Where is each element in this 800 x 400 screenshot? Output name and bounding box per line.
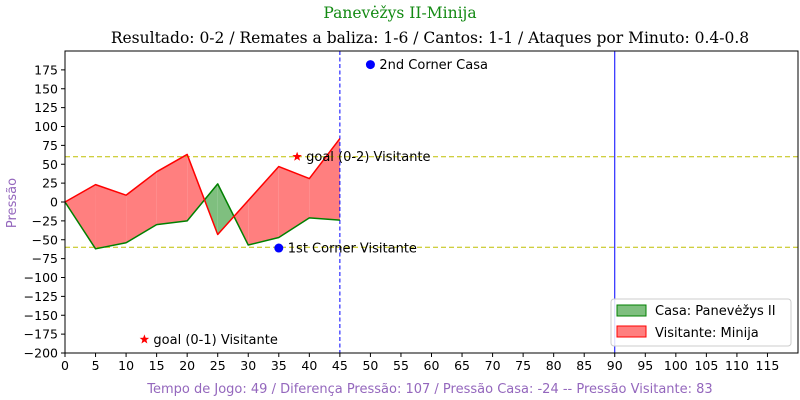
event-markers: 2nd Corner Casa 1st Corner Visitante goal … xyxy=(139,58,488,348)
chart-title: Panevėžys II-Minija xyxy=(323,4,476,22)
x-tick-label-11: 55 xyxy=(393,358,409,373)
y-tick-label-3: −125 xyxy=(24,289,58,304)
x-tick-label-9: 45 xyxy=(332,358,348,373)
event-label-1: 1st Corner Visitante xyxy=(288,242,417,257)
fill-region-0 xyxy=(65,184,96,249)
event-label-2: goal (0-2) Visitante xyxy=(306,150,430,165)
x-tick-label-10: 50 xyxy=(362,358,378,373)
x-tick-label-3: 15 xyxy=(149,358,165,373)
x-tick-label-7: 35 xyxy=(271,358,287,373)
legend: Casa: Panevėžys II Visitante: Minija xyxy=(610,298,792,347)
y-tick-label-12: 100 xyxy=(34,119,58,134)
legend-swatch-home xyxy=(616,304,647,317)
series-line-1 xyxy=(64,138,341,236)
legend-label-home: Casa: Panevėžys II xyxy=(655,304,776,319)
fill-region-7 xyxy=(278,166,310,238)
x-axis-label: Tempo de Jogo: 49 / Diferença Pressão: 1… xyxy=(146,382,712,397)
x-tick-label-20: 100 xyxy=(664,358,688,373)
x-tick-label-22: 110 xyxy=(725,358,749,373)
x-tick-label-8: 40 xyxy=(301,358,317,373)
x-tick-label-21: 105 xyxy=(694,358,718,373)
x-tick-label-19: 95 xyxy=(637,358,653,373)
y-axis-label: Pressão xyxy=(5,178,20,228)
x-tick-label-6: 30 xyxy=(240,358,256,373)
event-marker-3 xyxy=(139,334,150,344)
area-layer xyxy=(65,138,340,249)
x-tick-label-12: 60 xyxy=(424,358,440,373)
x-tick-label-17: 85 xyxy=(576,358,592,373)
x-tick-label-13: 65 xyxy=(454,358,470,373)
x-tick-label-2: 10 xyxy=(118,358,134,373)
fill-region-6 xyxy=(248,166,279,246)
y-tick-label-8: 0 xyxy=(50,195,58,210)
y-tick-label-0: −200 xyxy=(24,346,58,361)
y-tick-label-14: 150 xyxy=(34,81,58,96)
x-tick-label-23: 115 xyxy=(756,358,780,373)
fill-region-8 xyxy=(309,138,340,221)
x-tick-label-1: 5 xyxy=(92,358,100,373)
y-tick-label-10: 50 xyxy=(42,157,58,172)
fill-region-2 xyxy=(126,171,157,243)
y-tick-label-7: −25 xyxy=(32,213,58,228)
series-lines xyxy=(64,138,341,250)
series-line-0 xyxy=(64,183,340,250)
legend-label-away: Visitante: Minija xyxy=(655,326,759,341)
x-tick-label-0: 0 xyxy=(61,358,69,373)
legend-swatch-away xyxy=(616,325,647,338)
y-tick-label-11: 75 xyxy=(42,138,58,153)
event-marker-0 xyxy=(365,60,375,70)
fill-region-1 xyxy=(95,184,127,249)
y-tick-label-5: −75 xyxy=(32,251,58,266)
y-axis-ticks: −200 −175 −150 −125 −100 −75 −50 −25 0 25 50 75 100 1… xyxy=(24,62,65,361)
event-marker-1 xyxy=(274,243,284,253)
y-tick-label-6: −50 xyxy=(32,232,58,247)
event-label-0: 2nd Corner Casa xyxy=(379,58,488,73)
y-tick-label-4: −100 xyxy=(24,270,58,285)
legend-box xyxy=(610,298,792,347)
chart-subtitle: Resultado: 0-2 / Remates a baliza: 1-6 /… xyxy=(111,29,749,47)
y-tick-label-2: −150 xyxy=(24,308,58,323)
event-label-3: goal (0-1) Visitante xyxy=(153,333,277,348)
y-tick-label-13: 125 xyxy=(34,100,58,115)
x-tick-label-18: 90 xyxy=(607,358,623,373)
y-tick-label-15: 175 xyxy=(34,62,58,77)
event-marker-2 xyxy=(292,151,302,161)
x-tick-label-15: 75 xyxy=(515,358,531,373)
y-tick-label-9: 25 xyxy=(42,176,58,191)
x-axis-ticks: 0 5 10 15 20 25 30 35 40 45 50 55 60 65 70 75 80 85 90 95 10… xyxy=(61,353,779,373)
y-tick-label-1: −175 xyxy=(24,327,58,342)
fill-region-5a xyxy=(217,183,234,235)
fill-region-5b xyxy=(233,200,249,246)
fill-region-3 xyxy=(156,154,188,225)
x-tick-label-5: 25 xyxy=(210,358,226,373)
x-tick-label-4: 20 xyxy=(179,358,195,373)
x-tick-label-14: 70 xyxy=(485,358,501,373)
x-tick-label-16: 80 xyxy=(546,358,562,373)
